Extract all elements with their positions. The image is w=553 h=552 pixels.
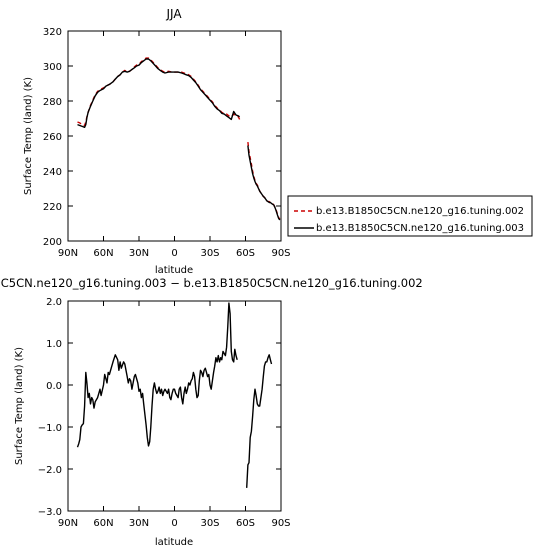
legend-item: b.e13.B1850C5CN.ne120_g16.tuning.003 [294, 223, 524, 234]
top-y-tick-label: 280 [43, 97, 62, 108]
top-y-tick-label: 260 [43, 132, 62, 143]
bottom-y-tick-label: −1.0 [38, 423, 62, 434]
top-plot-frame [67, 30, 282, 242]
top-y-axis: 200 220 240 260 280 300 320 [43, 27, 281, 248]
top-chart-title: JJA [165, 7, 182, 21]
top-x-axis-label: latitude [155, 265, 193, 276]
top-series-lines [77, 57, 281, 221]
bottom-x-axis: 90N 60N 30N 0 30S 60S 90S [58, 301, 291, 529]
top-x-tick-label: 90N [58, 248, 78, 259]
bottom-series-lines [76, 302, 273, 488]
top-y-axis-label: Surface Temp (land) (K) [23, 77, 34, 195]
bottom-y-axis-label: Surface Temp (land) (K) [14, 347, 25, 465]
bottom-x-axis-label: latitude [155, 537, 193, 548]
bottom-series-0-line [76, 302, 238, 448]
bottom-chart-title: b.e13.B1850C5CN.ne120_g16.tuning.003 − b… [0, 276, 423, 290]
bottom-x-tick-label: 30N [129, 518, 149, 529]
top-y-tick-label: 300 [43, 62, 62, 73]
bottom-x-tick-label: 60N [93, 518, 113, 529]
top-x-tick-label: 30N [129, 248, 149, 259]
top-x-tick-label: 30S [200, 248, 219, 259]
top-y-tick-label: 200 [43, 237, 62, 248]
bottom-y-tick-label: −3.0 [38, 507, 62, 518]
top-chart: JJA 90N 60N 30N 0 30S 60S 90S 200 220 240 260 280 3… [23, 7, 291, 276]
bottom-y-axis: −3.0 −2.0 −1.0 0.0 1.0 2.0 [38, 297, 281, 518]
top-y-tick-label: 220 [43, 202, 62, 213]
bottom-y-tick-label: 2.0 [46, 297, 62, 308]
legend: b.e13.B1850C5CN.ne120_g16.tuning.002 b.e… [287, 195, 533, 237]
top-x-tick-label: 90S [271, 248, 290, 259]
bottom-y-tick-label: −2.0 [38, 465, 62, 476]
top-x-axis: 90N 60N 30N 0 30S 60S 90S [58, 31, 291, 259]
bottom-plot-frame [67, 300, 282, 512]
top-x-tick-label: 0 [171, 248, 177, 259]
legend-label: b.e13.B1850C5CN.ne120_g16.tuning.002 [316, 206, 524, 217]
bottom-x-tick-label: 30S [200, 518, 219, 529]
bottom-y-tick-label: 1.0 [46, 339, 62, 350]
bottom-x-tick-label: 0 [171, 518, 177, 529]
legend-box [287, 195, 533, 237]
bottom-y-tick-label: 0.0 [46, 381, 62, 392]
top-x-tick-label: 60S [236, 248, 255, 259]
top-series-0-line [77, 57, 241, 127]
top-series-1-line [77, 58, 241, 129]
bottom-x-tick-label: 90N [58, 518, 78, 529]
bottom-x-tick-label: 60S [236, 518, 255, 529]
bottom-series-0-line [246, 354, 273, 488]
top-series-1-line [247, 145, 281, 221]
top-y-tick-label: 320 [43, 27, 62, 38]
top-x-tick-label: 60N [93, 248, 113, 259]
bottom-chart: b.e13.B1850C5CN.ne120_g16.tuning.003 − b… [0, 276, 423, 548]
bottom-x-tick-label: 90S [271, 518, 290, 529]
top-y-tick-label: 240 [43, 167, 62, 178]
legend-label: b.e13.B1850C5CN.ne120_g16.tuning.003 [316, 223, 524, 234]
legend-item: b.e13.B1850C5CN.ne120_g16.tuning.002 [294, 206, 524, 217]
